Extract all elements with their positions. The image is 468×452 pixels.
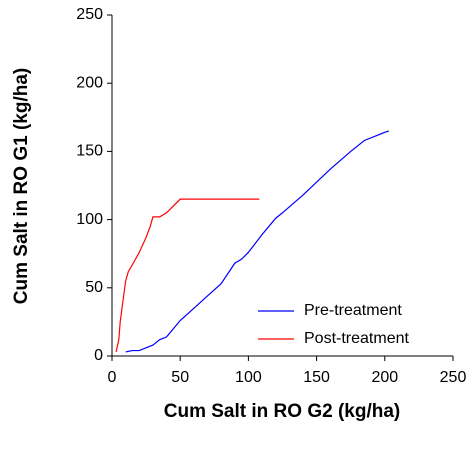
x-tick-label: 0: [108, 369, 117, 386]
x-tick-label: 50: [171, 369, 189, 386]
x-tick-label: 200: [371, 369, 398, 386]
y-tick-label: 0: [94, 347, 103, 364]
series-line: [115, 198, 260, 353]
x-tick-label: 250: [440, 369, 467, 386]
x-tick-label: 100: [235, 369, 262, 386]
y-tick-label: 50: [85, 279, 103, 296]
x-tick-label: 150: [303, 369, 330, 386]
x-axis-title: Cum Salt in RO G2 (kg/ha): [164, 401, 400, 422]
y-tick-label: 250: [76, 6, 103, 23]
y-tick-label: 200: [76, 74, 103, 91]
legend-label: Post-treatment: [304, 330, 409, 347]
y-axis-title: Cum Salt in RO G1 (kg/ha): [11, 68, 32, 304]
y-tick-label: 150: [76, 143, 103, 160]
series-line: [125, 130, 390, 353]
legend-label: Pre-treatment: [304, 302, 402, 319]
y-tick-label: 100: [76, 211, 103, 228]
